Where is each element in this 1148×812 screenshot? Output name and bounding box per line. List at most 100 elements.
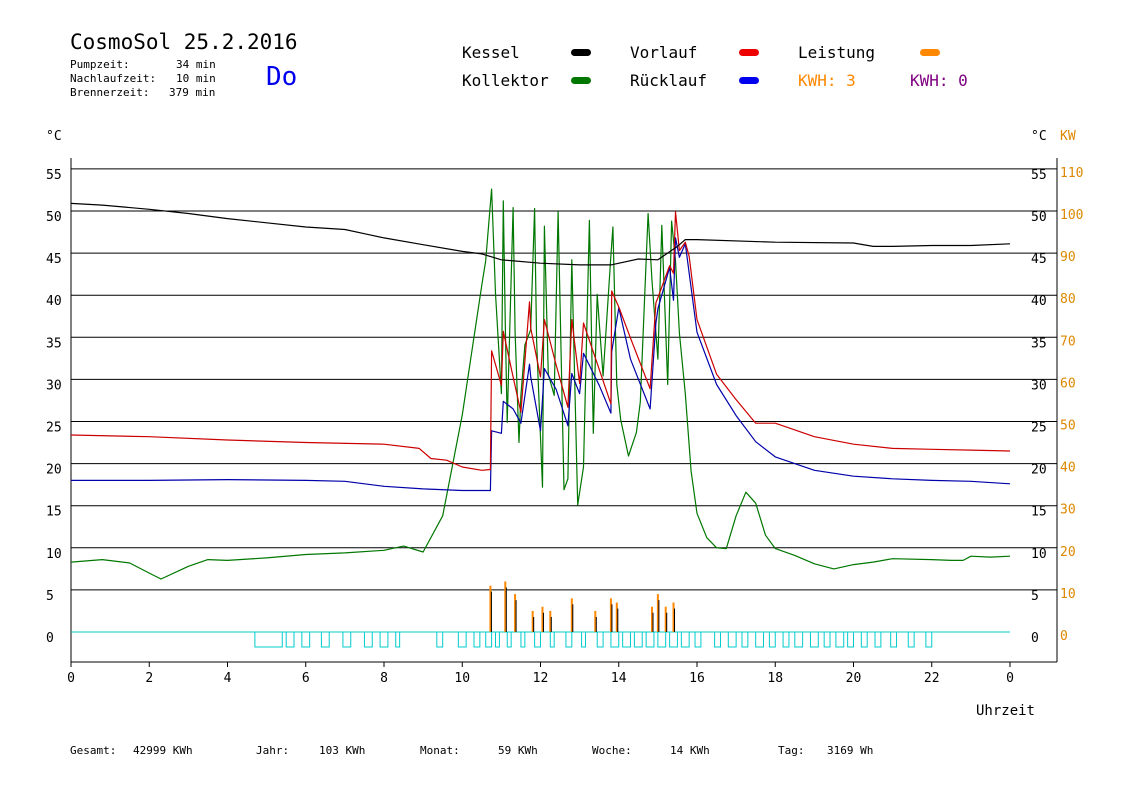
pump-period-29 [727, 631, 737, 648]
pump-period-7 [395, 631, 401, 648]
y-tick-right-40: 40 [1031, 294, 1047, 309]
x-tick-label-10: 20 [846, 671, 862, 686]
y-tick-left-35: 35 [46, 336, 62, 351]
pump-period-33 [782, 631, 790, 648]
y-axis-label-right: °C [1031, 129, 1047, 144]
pump-period-31 [755, 631, 765, 648]
x-tick-label-0: 0 [67, 671, 75, 686]
pump-period-15 [534, 631, 541, 648]
y-tick-right-0: 0 [1031, 631, 1039, 646]
stat-pumpzeit-label: Pumpzeit: [70, 58, 130, 71]
pump-period-34 [794, 631, 804, 648]
x-tick-label-7: 14 [611, 671, 627, 686]
y-tick-right-25: 25 [1031, 421, 1047, 436]
y2-tick-70: 70 [1060, 334, 1076, 349]
pump-period-28 [714, 631, 721, 648]
x-tick-label-1: 2 [145, 671, 153, 686]
legend-vorlauf-label: Vorlauf [630, 43, 698, 62]
x-tick-label-6: 12 [533, 671, 549, 686]
y-tick-left-10: 10 [46, 547, 62, 562]
x-tick-label-5: 10 [454, 671, 470, 686]
pump-period-27 [694, 631, 702, 648]
pump-period-6 [379, 631, 389, 648]
y-tick-left-15: 15 [46, 505, 62, 520]
x-tick-label-8: 16 [689, 671, 705, 686]
pump-period-17 [565, 631, 573, 648]
x-tick-label-2: 4 [224, 671, 232, 686]
legend-vorlauf-swatch [739, 49, 759, 56]
y2-tick-40: 40 [1060, 461, 1076, 476]
y-tick-right-55: 55 [1031, 168, 1047, 183]
y-tick-right-20: 20 [1031, 463, 1047, 478]
pump-period-14 [520, 631, 526, 648]
stat-brennerzeit-value: 379 min [169, 86, 216, 99]
y-tick-right-50: 50 [1031, 210, 1047, 225]
y-tick-left-0: 0 [46, 631, 54, 646]
pump-period-5 [363, 631, 373, 648]
legend-kessel-swatch [571, 49, 591, 56]
footer-woche-label: Woche: [592, 744, 632, 757]
footer-gesamt-value: 42999 KWh [133, 744, 193, 757]
pump-period-9 [457, 631, 467, 648]
pump-period-32 [768, 631, 776, 648]
pump-period-0 [254, 631, 283, 648]
footer-tag-label: Tag: [778, 744, 805, 757]
footer-monat-label: Monat: [420, 744, 460, 757]
y-tick-right-5: 5 [1031, 589, 1039, 604]
pump-period-40 [874, 631, 882, 648]
y2-tick-80: 80 [1060, 292, 1076, 307]
footer-tag-value: 3169 Wh [827, 744, 874, 757]
stat-pumpzeit-value: 34 min [176, 58, 216, 71]
pump-period-38 [847, 631, 854, 648]
y2-tick-50: 50 [1060, 419, 1076, 434]
pump-period-11 [485, 631, 493, 648]
footer-jahr-value: 103 KWh [319, 744, 366, 757]
legend-leistung-label: Leistung [798, 43, 876, 62]
pump-period-35 [809, 631, 819, 648]
y2-tick-100: 100 [1060, 208, 1083, 223]
y-tick-right-35: 35 [1031, 336, 1047, 351]
pump-period-25 [669, 631, 678, 648]
page-title: CosmoSol 25.2.2016 [70, 30, 298, 54]
pump-period-13 [506, 631, 512, 648]
y2-tick-30: 30 [1060, 503, 1076, 518]
pump-period-2 [301, 631, 311, 648]
legend-kollektor-label: Kollektor [462, 71, 549, 90]
y-tick-left-5: 5 [46, 589, 54, 604]
pump-period-39 [860, 631, 868, 648]
y-tick-right-30: 30 [1031, 378, 1047, 393]
y-tick-right-15: 15 [1031, 505, 1047, 520]
pump-period-3 [320, 631, 330, 648]
y2-tick-20: 20 [1060, 545, 1076, 560]
y-tick-left-55: 55 [46, 168, 62, 183]
y-tick-right-10: 10 [1031, 547, 1047, 562]
pump-period-20 [610, 631, 620, 648]
y-tick-left-50: 50 [46, 210, 62, 225]
y2-tick-10: 10 [1060, 587, 1076, 602]
legend-leistung-swatch [920, 49, 940, 56]
pump-period-26 [680, 631, 690, 648]
series-line-kollektor [70, 188, 1011, 580]
pump-period-21 [622, 631, 631, 648]
stat-brennerzeit-label: Brennerzeit: [70, 86, 150, 99]
pump-period-41 [890, 631, 898, 648]
stat-nachlaufzeit-label: Nachlaufzeit: [70, 72, 157, 85]
pump-period-22 [633, 631, 643, 648]
pump-period-42 [907, 631, 915, 648]
y2-tick-60: 60 [1060, 376, 1076, 391]
y2-tick-110: 110 [1060, 166, 1083, 181]
x-tick-label-11: 22 [924, 671, 940, 686]
pump-period-30 [741, 631, 749, 648]
y-tick-left-20: 20 [46, 463, 62, 478]
pump-period-4 [342, 631, 352, 648]
pump-period-43 [925, 631, 933, 648]
pump-period-1 [285, 631, 295, 648]
x-tick-label-4: 8 [380, 671, 388, 686]
y-tick-left-45: 45 [46, 252, 62, 267]
footer-woche-value: 14 KWh [670, 744, 710, 757]
legend-kwh-secondary: KWH: 0 [910, 71, 968, 90]
pump-period-24 [657, 631, 667, 648]
legend-kwh-leistung: KWH: 3 [798, 71, 856, 90]
y-tick-left-25: 25 [46, 421, 62, 436]
y2-tick-0: 0 [1060, 629, 1068, 644]
